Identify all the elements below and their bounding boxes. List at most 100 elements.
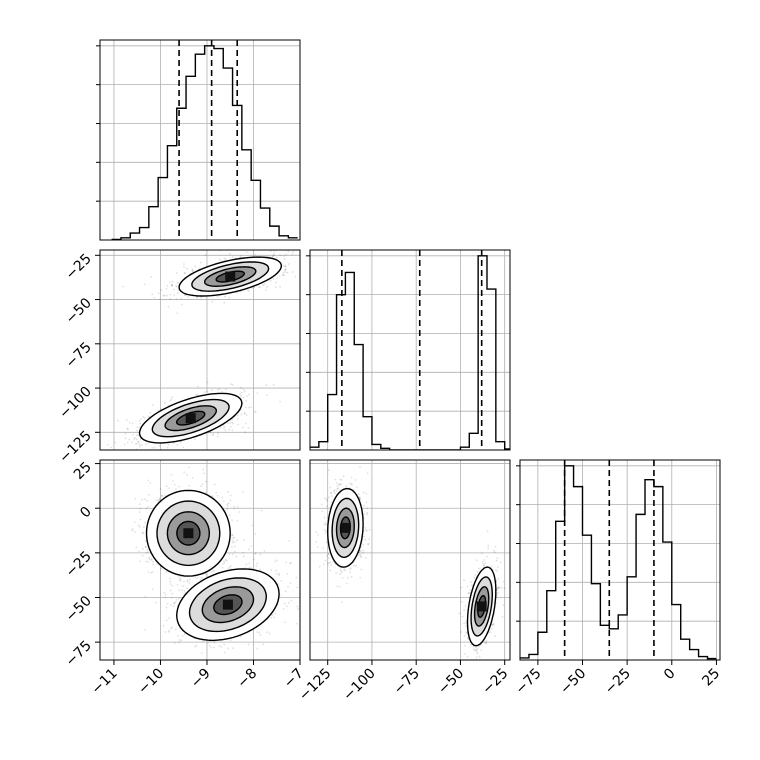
scatter-point bbox=[294, 275, 297, 278]
scatter-point bbox=[324, 559, 327, 562]
y-tick-label: −25 bbox=[63, 251, 95, 283]
histogram-panel-1 bbox=[306, 249, 511, 451]
scatter-point bbox=[180, 662, 182, 664]
scatter-point bbox=[260, 509, 263, 512]
scatter-point bbox=[368, 538, 371, 540]
scatter-point bbox=[269, 250, 272, 253]
scatter-point bbox=[365, 529, 367, 532]
scatter-point bbox=[502, 580, 505, 583]
scatter-point bbox=[223, 651, 226, 654]
y-tick-label: −50 bbox=[63, 295, 95, 327]
scatter-point bbox=[286, 573, 289, 576]
scatter-point bbox=[222, 427, 225, 430]
scatter-point bbox=[273, 253, 275, 256]
scatter-point bbox=[217, 432, 220, 435]
scatter-point bbox=[271, 614, 274, 616]
scatter-point bbox=[148, 558, 151, 561]
scatter-point bbox=[188, 582, 191, 584]
scatter-point bbox=[134, 497, 137, 500]
scatter-point bbox=[148, 415, 150, 418]
scatter-point bbox=[231, 421, 234, 424]
scatter-point bbox=[191, 268, 194, 271]
scatter-point bbox=[264, 289, 267, 292]
y-tick-label: −100 bbox=[56, 384, 95, 423]
y-tick-label: 25 bbox=[71, 459, 95, 483]
scatter-point bbox=[173, 642, 176, 644]
scatter-point bbox=[160, 567, 163, 570]
scatter-point bbox=[218, 645, 221, 647]
scatter-point bbox=[242, 555, 245, 558]
scatter-point bbox=[145, 551, 148, 554]
scatter-point bbox=[492, 549, 495, 552]
scatter-point bbox=[245, 414, 248, 416]
scatter-point bbox=[202, 468, 205, 471]
scatter-point bbox=[147, 561, 150, 563]
y-tick-label: −75 bbox=[63, 339, 95, 371]
scatter-point bbox=[142, 415, 145, 418]
scatter-point bbox=[171, 285, 174, 287]
scatter-point bbox=[364, 557, 367, 559]
scatter-point bbox=[266, 394, 268, 397]
scatter-point bbox=[248, 406, 250, 409]
scatter-point bbox=[350, 567, 352, 570]
scatter-point bbox=[147, 442, 150, 444]
scatter-point bbox=[156, 452, 158, 454]
scatter-point bbox=[231, 534, 234, 536]
scatter-point bbox=[181, 634, 184, 637]
scatter-point bbox=[283, 274, 286, 277]
scatter-point bbox=[164, 494, 167, 497]
scatter-point bbox=[171, 280, 174, 283]
scatter-point bbox=[143, 417, 146, 419]
scatter-point bbox=[210, 646, 213, 649]
scatter-point bbox=[136, 442, 139, 445]
scatter-point bbox=[167, 631, 170, 633]
scatter-point bbox=[162, 294, 165, 297]
scatter-point bbox=[345, 484, 348, 487]
scatter-point bbox=[365, 501, 368, 504]
scatter-point bbox=[217, 388, 220, 391]
scatter-point bbox=[125, 418, 128, 421]
scatter-point bbox=[271, 255, 274, 258]
panel-frame bbox=[99, 459, 301, 661]
scatter-point bbox=[472, 648, 475, 651]
scatter-point bbox=[246, 289, 249, 291]
scatter-point bbox=[247, 643, 250, 646]
scatter-point bbox=[235, 292, 238, 294]
scatter-point bbox=[228, 297, 230, 299]
scatter-point bbox=[465, 631, 468, 634]
scatter-point bbox=[268, 632, 271, 635]
scatter-point bbox=[233, 541, 236, 544]
scatter-point bbox=[231, 429, 234, 432]
scatter-point bbox=[273, 250, 276, 253]
scatter-point bbox=[186, 587, 188, 590]
scatter-point bbox=[136, 429, 138, 432]
scatter-point bbox=[180, 575, 183, 578]
scatter-point bbox=[171, 284, 174, 287]
scatter-point bbox=[319, 617, 321, 619]
scatter-point bbox=[182, 446, 185, 449]
scatter-point bbox=[226, 504, 229, 507]
scatter-point bbox=[465, 620, 468, 623]
scatter-point bbox=[482, 562, 484, 565]
scatter-point bbox=[175, 298, 178, 301]
scatter-point bbox=[350, 476, 353, 479]
scatter-point bbox=[162, 624, 165, 627]
scatter-point bbox=[141, 498, 143, 501]
scatter-point bbox=[168, 487, 171, 490]
scatter-point bbox=[360, 556, 363, 559]
scatter-point bbox=[272, 383, 275, 386]
scatter-point bbox=[323, 523, 326, 526]
scatter-point bbox=[327, 557, 330, 559]
scatter-point bbox=[141, 531, 144, 534]
scatter-point bbox=[144, 539, 147, 542]
scatter-point bbox=[284, 268, 287, 271]
scatter-point bbox=[229, 425, 232, 428]
scatter-point bbox=[171, 626, 174, 629]
scatter-point bbox=[110, 446, 112, 449]
histogram-step bbox=[111, 45, 298, 240]
scatter-point bbox=[318, 618, 320, 620]
histogram-panel-0 bbox=[96, 39, 301, 241]
scatter-point bbox=[179, 440, 182, 443]
scatter-point bbox=[259, 285, 262, 288]
scatter-point bbox=[223, 643, 226, 646]
